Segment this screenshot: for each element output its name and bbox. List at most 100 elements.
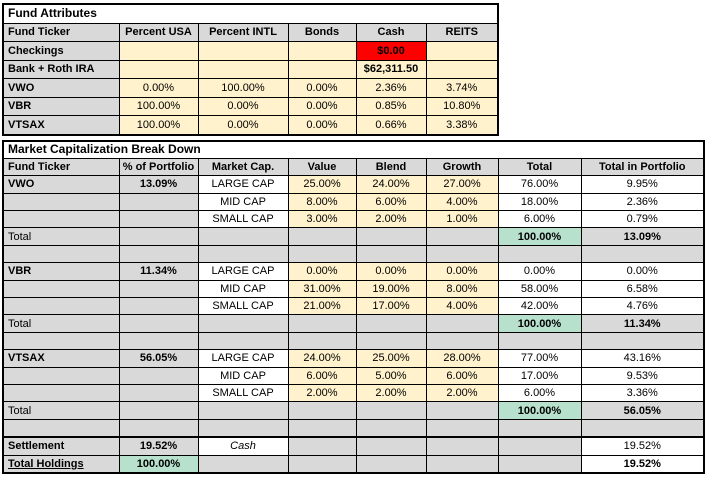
spreadsheet-cell[interactable] [580, 244, 705, 264]
spreadsheet-cell[interactable]: 4.76% [580, 297, 705, 316]
spreadsheet-cell[interactable]: 6.00% [425, 366, 499, 385]
header-fund-ticker[interactable]: Fund Ticker [2, 22, 120, 42]
header-value[interactable]: Value [287, 157, 357, 177]
spreadsheet-cell[interactable] [355, 454, 427, 474]
spreadsheet-cell[interactable]: LARGE CAP [197, 349, 289, 368]
market-cap-title[interactable]: Market Capitalization Break Down [2, 140, 705, 159]
vbr-total-percent[interactable]: 100.00% [497, 314, 582, 333]
header-percent-of-portfolio[interactable]: % of Portfolio [118, 157, 199, 177]
spreadsheet-cell[interactable]: 100.00% [118, 115, 199, 135]
spreadsheet-cell[interactable] [355, 227, 427, 246]
spreadsheet-cell[interactable] [118, 41, 199, 61]
header-bonds[interactable]: Bonds [287, 22, 357, 42]
spreadsheet-cell[interactable] [580, 331, 705, 351]
row-label-checkings[interactable]: Checkings [2, 41, 120, 61]
spreadsheet-cell[interactable] [118, 227, 199, 246]
spreadsheet-cell[interactable]: 11.34% [118, 262, 199, 281]
spreadsheet-cell[interactable]: 28.00% [425, 349, 499, 368]
spreadsheet-cell[interactable] [118, 59, 199, 79]
spreadsheet-cell[interactable]: 56.05% [118, 349, 199, 368]
spreadsheet-cell[interactable] [497, 331, 582, 351]
spreadsheet-cell[interactable] [197, 314, 289, 333]
spreadsheet-cell[interactable]: 31.00% [287, 279, 357, 299]
spreadsheet-cell[interactable] [580, 418, 705, 438]
spreadsheet-cell[interactable]: 25.00% [287, 175, 357, 194]
spreadsheet-cell[interactable] [425, 436, 499, 456]
spreadsheet-cell[interactable]: MID CAP [197, 279, 289, 299]
spreadsheet-cell[interactable]: 0.00% [425, 262, 499, 281]
spreadsheet-cell[interactable] [425, 331, 499, 351]
spreadsheet-cell[interactable] [425, 401, 499, 420]
spreadsheet-cell[interactable] [287, 227, 357, 246]
spreadsheet-cell[interactable] [197, 454, 289, 474]
spreadsheet-cell[interactable] [425, 41, 499, 61]
header-blend[interactable]: Blend [355, 157, 427, 177]
spreadsheet-cell[interactable] [355, 418, 427, 438]
spreadsheet-cell[interactable] [118, 314, 199, 333]
spreadsheet-cell[interactable]: 2.36% [355, 78, 427, 98]
spreadsheet-cell[interactable] [425, 244, 499, 264]
spreadsheet-cell[interactable] [425, 418, 499, 438]
spreadsheet-cell[interactable] [2, 418, 120, 438]
spreadsheet-cell[interactable] [118, 279, 199, 299]
spreadsheet-cell[interactable]: MID CAP [197, 366, 289, 385]
spreadsheet-cell[interactable]: 0.00% [287, 96, 357, 116]
spreadsheet-cell[interactable]: 17.00% [497, 366, 582, 385]
row-label-vtsax[interactable]: VTSAX [2, 349, 120, 368]
spreadsheet-cell[interactable] [2, 279, 120, 299]
spreadsheet-cell[interactable]: SMALL CAP [197, 297, 289, 316]
spreadsheet-cell[interactable]: 0.00% [197, 115, 289, 135]
spreadsheet-cell[interactable]: SMALL CAP [197, 210, 289, 229]
spreadsheet-cell[interactable] [287, 454, 357, 474]
spreadsheet-cell[interactable]: 0.66% [355, 115, 427, 135]
spreadsheet-cell[interactable]: LARGE CAP [197, 262, 289, 281]
spreadsheet-cell[interactable]: 6.00% [287, 366, 357, 385]
header-total-in-portfolio[interactable]: Total in Portfolio [580, 157, 705, 177]
spreadsheet-cell[interactable]: 100.00% [118, 96, 199, 116]
spreadsheet-cell[interactable]: 2.00% [287, 383, 357, 403]
row-label-vwo[interactable]: VWO [2, 175, 120, 194]
spreadsheet-cell[interactable]: 6.00% [497, 210, 582, 229]
spreadsheet-cell[interactable] [118, 192, 199, 212]
spreadsheet-cell[interactable] [118, 331, 199, 351]
spreadsheet-cell[interactable] [287, 436, 357, 456]
row-label-total-holdings[interactable]: Total Holdings [2, 454, 120, 474]
spreadsheet-cell[interactable]: 3.38% [425, 115, 499, 135]
spreadsheet-cell[interactable] [118, 366, 199, 385]
row-label-settlement[interactable]: Settlement [2, 436, 120, 456]
spreadsheet-cell[interactable]: 42.00% [497, 297, 582, 316]
spreadsheet-cell[interactable]: 2.36% [580, 192, 705, 212]
spreadsheet-cell[interactable]: 2.00% [355, 210, 427, 229]
spreadsheet-cell[interactable] [197, 41, 289, 61]
spreadsheet-cell[interactable] [197, 418, 289, 438]
spreadsheet-cell[interactable]: 76.00% [497, 175, 582, 194]
spreadsheet-cell[interactable]: 25.00% [355, 349, 427, 368]
spreadsheet-cell[interactable] [118, 418, 199, 438]
bank-roth-cash-cell[interactable]: $62,311.50 [355, 59, 427, 79]
vwo-total-in-portfolio[interactable]: 13.09% [580, 227, 705, 246]
header-percent-usa[interactable]: Percent USA [118, 22, 199, 42]
spreadsheet-cell[interactable]: 58.00% [497, 279, 582, 299]
header-fund-ticker[interactable]: Fund Ticker [2, 157, 120, 177]
spreadsheet-cell[interactable]: 0.79% [580, 210, 705, 229]
spreadsheet-cell[interactable] [425, 314, 499, 333]
spreadsheet-cell[interactable] [287, 331, 357, 351]
row-label-total[interactable]: Total [2, 401, 120, 420]
spreadsheet-cell[interactable] [118, 383, 199, 403]
row-label-total[interactable]: Total [2, 227, 120, 246]
spreadsheet-cell[interactable] [287, 314, 357, 333]
spreadsheet-cell[interactable] [355, 436, 427, 456]
row-label-vbr[interactable]: VBR [2, 262, 120, 281]
spreadsheet-cell[interactable]: LARGE CAP [197, 175, 289, 194]
total-holdings-total-in-portfolio[interactable]: 19.52% [580, 454, 705, 474]
row-label-vbr[interactable]: VBR [2, 96, 120, 116]
spreadsheet-cell[interactable]: 4.00% [425, 297, 499, 316]
row-label-total[interactable]: Total [2, 314, 120, 333]
header-growth[interactable]: Growth [425, 157, 499, 177]
spreadsheet-cell[interactable] [287, 41, 357, 61]
vwo-total-percent[interactable]: 100.00% [497, 227, 582, 246]
spreadsheet-cell[interactable] [197, 227, 289, 246]
vtsax-total-in-portfolio[interactable]: 56.05% [580, 401, 705, 420]
spreadsheet-cell[interactable] [197, 331, 289, 351]
header-cash[interactable]: Cash [355, 22, 427, 42]
